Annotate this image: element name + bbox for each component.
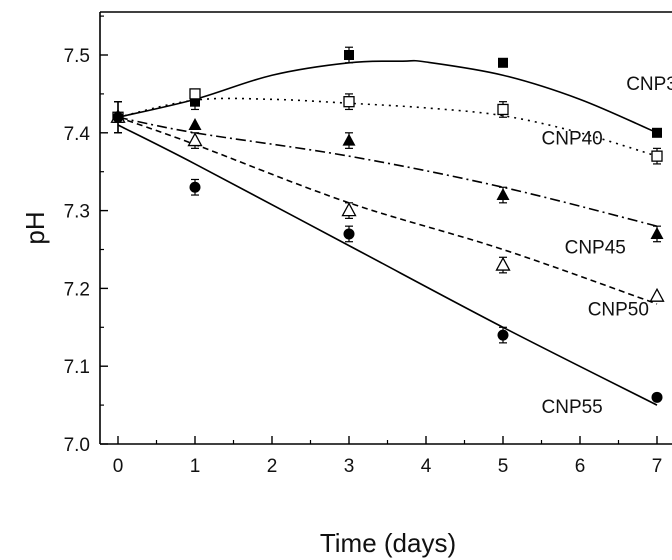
data-point-cnp35 [344,50,354,60]
series-label-cnp35: CNP35 [626,74,672,95]
data-point-cnp45 [342,133,356,146]
y-tick-label: 7.3 [64,202,90,223]
y-axis-title: pH [20,211,50,244]
series-label-cnp50: CNP50 [588,300,649,321]
x-tick-label: 7 [652,456,663,477]
x-tick-label: 5 [498,456,509,477]
data-point-cnp50 [341,202,357,217]
x-axis-title: Time (days) [320,528,456,558]
y-tick-label: 7.4 [64,124,91,145]
data-point-cnp40 [651,150,663,162]
fit-line-cnp55 [117,124,658,406]
data-point-cnp45 [650,226,664,239]
data-point-cnp55 [112,111,124,123]
x-tick-label: 6 [575,456,586,477]
fit-line-cnp35 [117,59,658,134]
data-point-cnp40 [189,88,201,100]
fit-line-cnp50 [117,116,658,305]
data-point-cnp55 [343,228,355,240]
data-point-cnp55 [651,391,663,403]
fit-line-cnp45 [117,116,658,227]
data-point-cnp55 [189,181,201,193]
x-tick-label: 1 [190,456,201,477]
data-point-cnp50 [495,256,511,271]
y-tick-label: 7.1 [64,357,90,378]
series-label-cnp55: CNP55 [542,397,603,418]
y-tick-label: 7.0 [64,435,90,456]
series-label-cnp40: CNP40 [542,128,603,149]
y-tick-label: 7.5 [64,46,90,67]
data-point-cnp55 [497,329,509,341]
data-point-cnp50 [649,287,665,302]
data-point-cnp40 [343,96,355,108]
data-point-cnp45 [496,188,510,201]
data-point-cnp50 [187,132,203,147]
data-point-cnp35 [190,96,200,107]
x-tick-label: 4 [421,456,432,477]
y-tick-label: 7.2 [64,279,90,300]
x-tick-label: 2 [267,456,278,477]
series-label-cnp45: CNP45 [565,237,626,258]
data-point-cnp35 [498,57,508,68]
data-point-cnp45 [188,118,202,131]
data-point-cnp40 [497,103,509,116]
x-tick-label: 0 [113,456,124,477]
data-point-cnp35 [652,127,662,138]
x-tick-label: 3 [344,456,355,477]
